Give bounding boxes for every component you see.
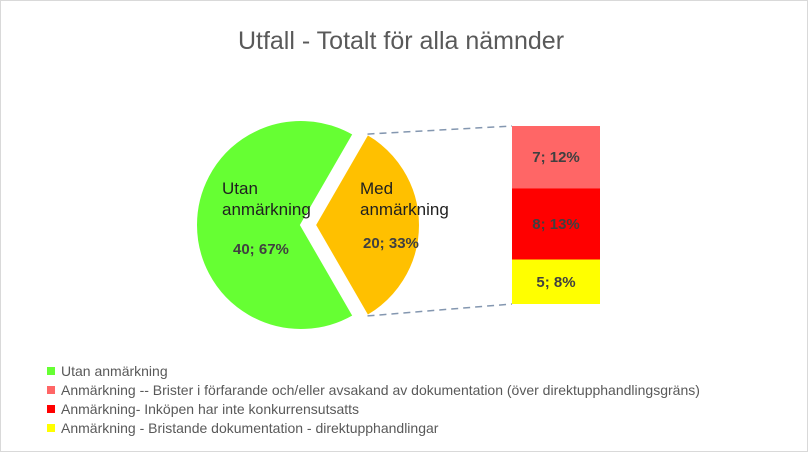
connector-line-bottom — [367, 303, 513, 317]
connector-line-top — [367, 125, 513, 135]
pie-value-label: 20; 33% — [363, 235, 419, 252]
legend-swatch — [47, 423, 55, 432]
chart-title: Utfall - Totalt för alla nämnder — [237, 27, 565, 55]
legend-label: Anmärkning - Bristande dokumentation - d… — [61, 419, 439, 436]
breakdown-bar-segment-1 — [512, 126, 600, 189]
legend-swatch — [47, 366, 55, 375]
legend-swatch — [47, 404, 55, 413]
breakdown-value-label: 5; 8% — [536, 274, 575, 291]
pie-slice-utan-anmarkning — [195, 119, 355, 331]
legend-item: Anmärkning- Inköpen har inte konkurrensu… — [47, 399, 700, 418]
pie-slice-med-anmarkning — [313, 132, 421, 318]
breakdown-bar-segment-3 — [512, 259, 600, 304]
legend-label: Anmärkning -- Brister i förfarande och/e… — [61, 381, 700, 398]
legend-swatch — [47, 385, 55, 394]
legend-label: Utan anmärkning — [61, 362, 168, 379]
legend-item: Utan anmärkning — [47, 361, 700, 380]
pie-value-label: 40; 67% — [233, 241, 289, 258]
pie-category-label: Utan — [222, 179, 258, 198]
breakdown-bar-segment-2 — [512, 188, 600, 260]
legend-label: Anmärkning- Inköpen har inte konkurrensu… — [61, 400, 360, 417]
pie-category-label: anmärkning — [360, 200, 449, 219]
breakdown-value-label: 7; 12% — [532, 149, 580, 166]
breakdown-value-label: 8; 13% — [532, 216, 580, 233]
pie-category-label: Med — [360, 179, 393, 198]
legend: Utan anmärkning Anmärkning -- Brister i f… — [47, 361, 700, 437]
pie-category-label: anmärkning — [222, 200, 311, 219]
legend-item: Anmärkning -- Brister i förfarande och/e… — [47, 380, 700, 399]
legend-item: Anmärkning - Bristande dokumentation - d… — [47, 418, 700, 437]
